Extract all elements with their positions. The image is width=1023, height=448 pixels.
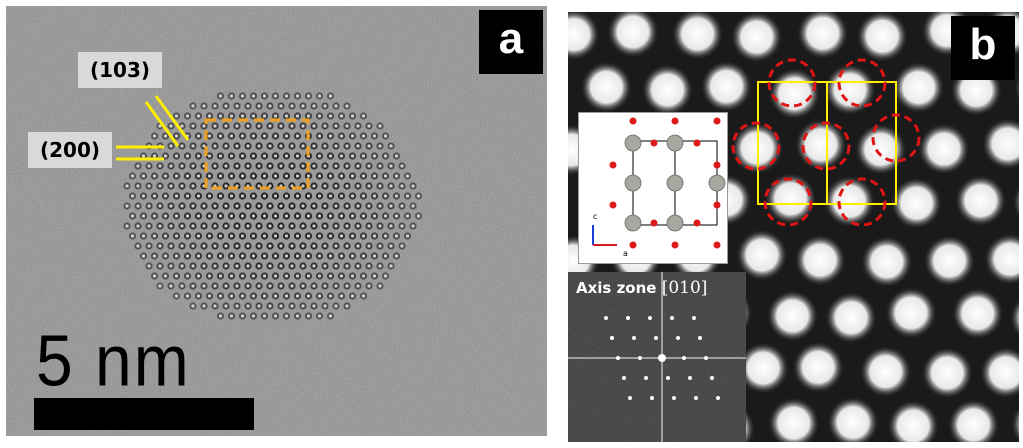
unit-cell-model: c a bbox=[592, 117, 726, 258]
metal-atom bbox=[708, 174, 726, 192]
unit-cell-overlay bbox=[731, 58, 921, 227]
highlight-circle bbox=[837, 177, 887, 227]
panel-label-b: b bbox=[951, 16, 1015, 80]
scale-bar-label: 5 nm bbox=[36, 319, 191, 401]
metal-atom bbox=[666, 134, 684, 152]
oxygen-atom bbox=[650, 139, 658, 147]
metal-atom bbox=[666, 214, 684, 232]
region-of-interest-box bbox=[204, 118, 310, 190]
fft-title: Axis zone [010] bbox=[576, 278, 707, 298]
highlight-circle bbox=[767, 58, 817, 108]
axis-label-a: a bbox=[623, 249, 628, 258]
highlight-circle bbox=[871, 113, 921, 163]
oxygen-atom bbox=[650, 219, 658, 227]
oxygen-atom bbox=[713, 201, 721, 209]
axis-label-c: c bbox=[593, 212, 597, 221]
fft-title-text: Axis zone bbox=[576, 279, 657, 297]
oxygen-atom bbox=[693, 139, 701, 147]
panel-label-a: a bbox=[479, 10, 543, 74]
magnified-lattice-panel: b c a Axis zone [010] bbox=[568, 12, 1019, 442]
metal-atom bbox=[666, 174, 684, 192]
highlight-circle bbox=[763, 177, 813, 227]
metal-atom bbox=[624, 134, 642, 152]
noise-texture bbox=[568, 272, 746, 442]
highlight-circle bbox=[801, 121, 851, 171]
metal-atom bbox=[624, 174, 642, 192]
fft-diffraction-pattern bbox=[568, 272, 746, 442]
oxygen-atom bbox=[609, 201, 617, 209]
oxygen-atom bbox=[671, 117, 679, 125]
oxygen-atom bbox=[629, 117, 637, 125]
oxygen-atom bbox=[629, 241, 637, 249]
fft-pattern-inset: Axis zone [010] bbox=[568, 272, 746, 442]
fft-zone-axis: [010] bbox=[661, 278, 708, 298]
scale-bar bbox=[34, 398, 254, 430]
oxygen-atom bbox=[609, 161, 617, 169]
oxygen-atom bbox=[713, 117, 721, 125]
oxygen-atom bbox=[671, 241, 679, 249]
oxygen-atom bbox=[713, 241, 721, 249]
crystal-structure-inset: c a bbox=[578, 112, 728, 264]
plane-label-103: (103) bbox=[78, 52, 163, 88]
lattice-line-103-2 bbox=[154, 95, 190, 141]
hrtem-image-panel: a (103) (200) 5 nm bbox=[6, 6, 547, 436]
oxygen-atom bbox=[713, 161, 721, 169]
lattice-line-103-1 bbox=[144, 101, 180, 147]
highlight-circle bbox=[837, 58, 887, 108]
nanoparticle-lattice bbox=[123, 92, 423, 320]
highlight-circle bbox=[731, 121, 781, 171]
diffraction-spots bbox=[604, 316, 720, 400]
metal-atom bbox=[624, 214, 642, 232]
plane-label-200: (200) bbox=[28, 132, 113, 168]
oxygen-atom bbox=[693, 219, 701, 227]
